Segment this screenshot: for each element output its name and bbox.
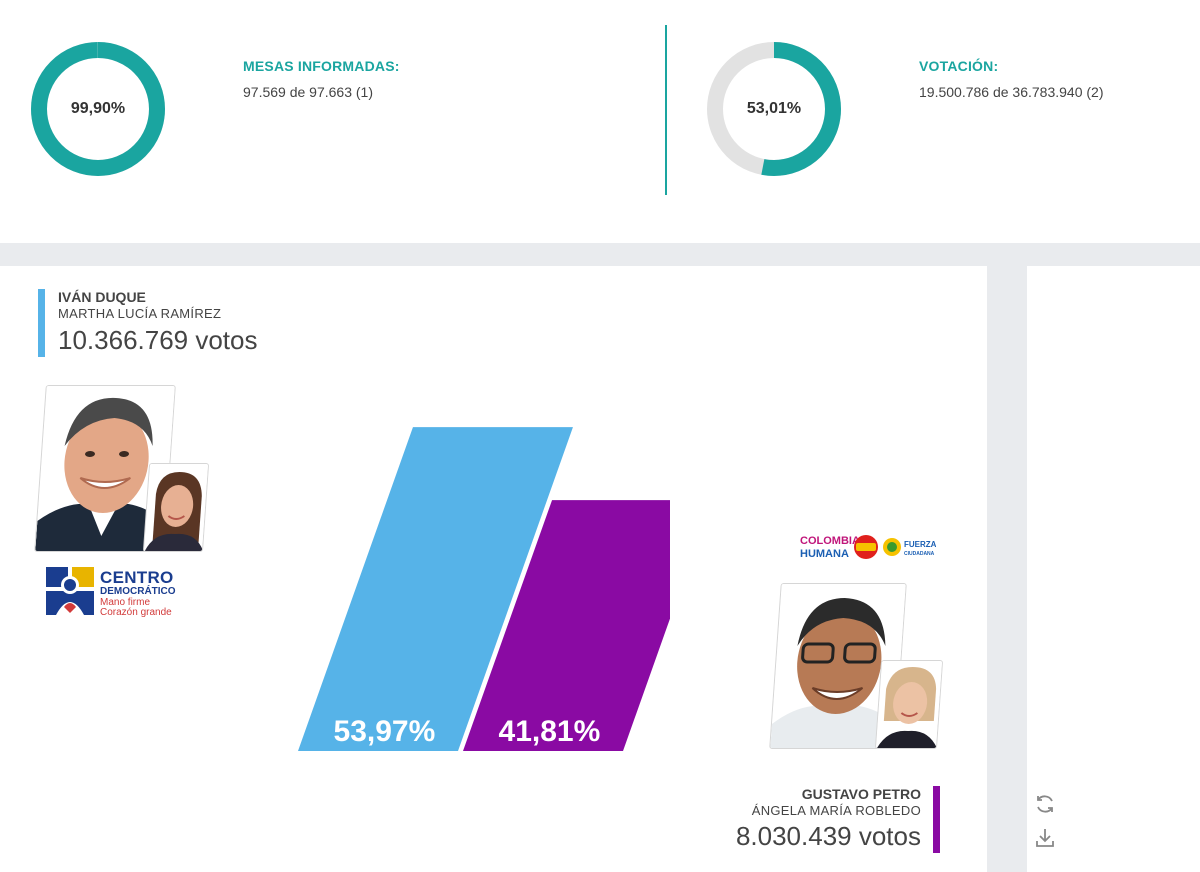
party-slogan-line1: Mano firme [100, 597, 151, 608]
party-name-line2: DEMOCRÁTICO [100, 586, 176, 597]
votacion-progress-ring: 53,01% [706, 41, 842, 177]
ramirez-photo [142, 463, 210, 552]
duque-bar-percent-label: 53,97% [334, 715, 436, 748]
petro-name: GUSTAVO PETRO [801, 786, 921, 802]
robledo-portrait-icon [875, 661, 944, 749]
duque-photo [34, 385, 176, 552]
download-icon [1036, 829, 1054, 847]
petro-bar-percent-label: 41,81% [499, 715, 601, 748]
mesas-percent: 99,90% [70, 100, 126, 117]
votacion-ring-graphic [707, 42, 841, 176]
ramirez-portrait-icon [143, 464, 210, 552]
petro-votes: 8.030.439 votos [735, 821, 921, 851]
summary-header: 99,90% MESAS INFORMADAS: 97.569 de 97.66… [0, 0, 1200, 243]
duque-name: IVÁN DUQUE [58, 289, 146, 305]
coalition-logos-icon: COLOMBIA HUMANA FUERZA CIUDADANA [800, 535, 937, 560]
colombia-humana-line2: HUMANA [800, 548, 849, 560]
duque-color-marker [38, 289, 45, 357]
petro-bar [463, 500, 670, 751]
fuerza-ciudadana-line1: FUERZA [904, 540, 936, 549]
side-panel [1027, 266, 1200, 872]
petro-photo [769, 583, 907, 749]
petro-running-mate: ÁNGELA MARÍA ROBLEDO [751, 803, 921, 818]
fuerza-ciudadana-line2: CIUDADANA [904, 551, 935, 557]
votacion-detail: 19.500.786 de 36.783.940 (2) [919, 84, 1104, 100]
party-name-line1: CENTRO [100, 568, 174, 587]
mesas-label: MESAS INFORMADAS: [243, 58, 400, 74]
duque-portrait-icon [35, 386, 176, 552]
petro-party-logos: COLOMBIA HUMANA FUERZA CIUDADANA [800, 532, 937, 562]
mesas-ring-graphic [31, 42, 165, 176]
petro-color-marker [933, 786, 940, 853]
robledo-photo [874, 660, 944, 749]
section-separator [0, 243, 1200, 266]
votacion-percent: 53,01% [746, 100, 802, 117]
centro-democratico-logo [46, 567, 96, 615]
refresh-icon [1037, 795, 1053, 813]
mesas-progress-ring: 99,90% [30, 41, 166, 177]
stats-divider [665, 25, 667, 195]
refresh-button[interactable] [1033, 792, 1057, 816]
duque-running-mate: MARTHA LUCÍA RAMÍREZ [58, 306, 222, 321]
duque-votes: 10.366.769 votos [58, 325, 258, 355]
centro-democratico-emblem-icon [46, 567, 94, 615]
panel-gutter [987, 266, 1027, 872]
petro-portrait-icon [770, 584, 907, 749]
results-bar-chart: 53,97% 41,81% [298, 427, 670, 751]
duque-bar [298, 427, 573, 751]
colombia-humana-line1: COLOMBIA [800, 535, 860, 547]
download-button[interactable] [1033, 826, 1057, 850]
votacion-label: VOTACIÓN: [919, 58, 999, 74]
mesas-detail: 97.569 de 97.663 (1) [243, 84, 373, 100]
party-slogan-line2: Corazón grande [100, 607, 172, 618]
